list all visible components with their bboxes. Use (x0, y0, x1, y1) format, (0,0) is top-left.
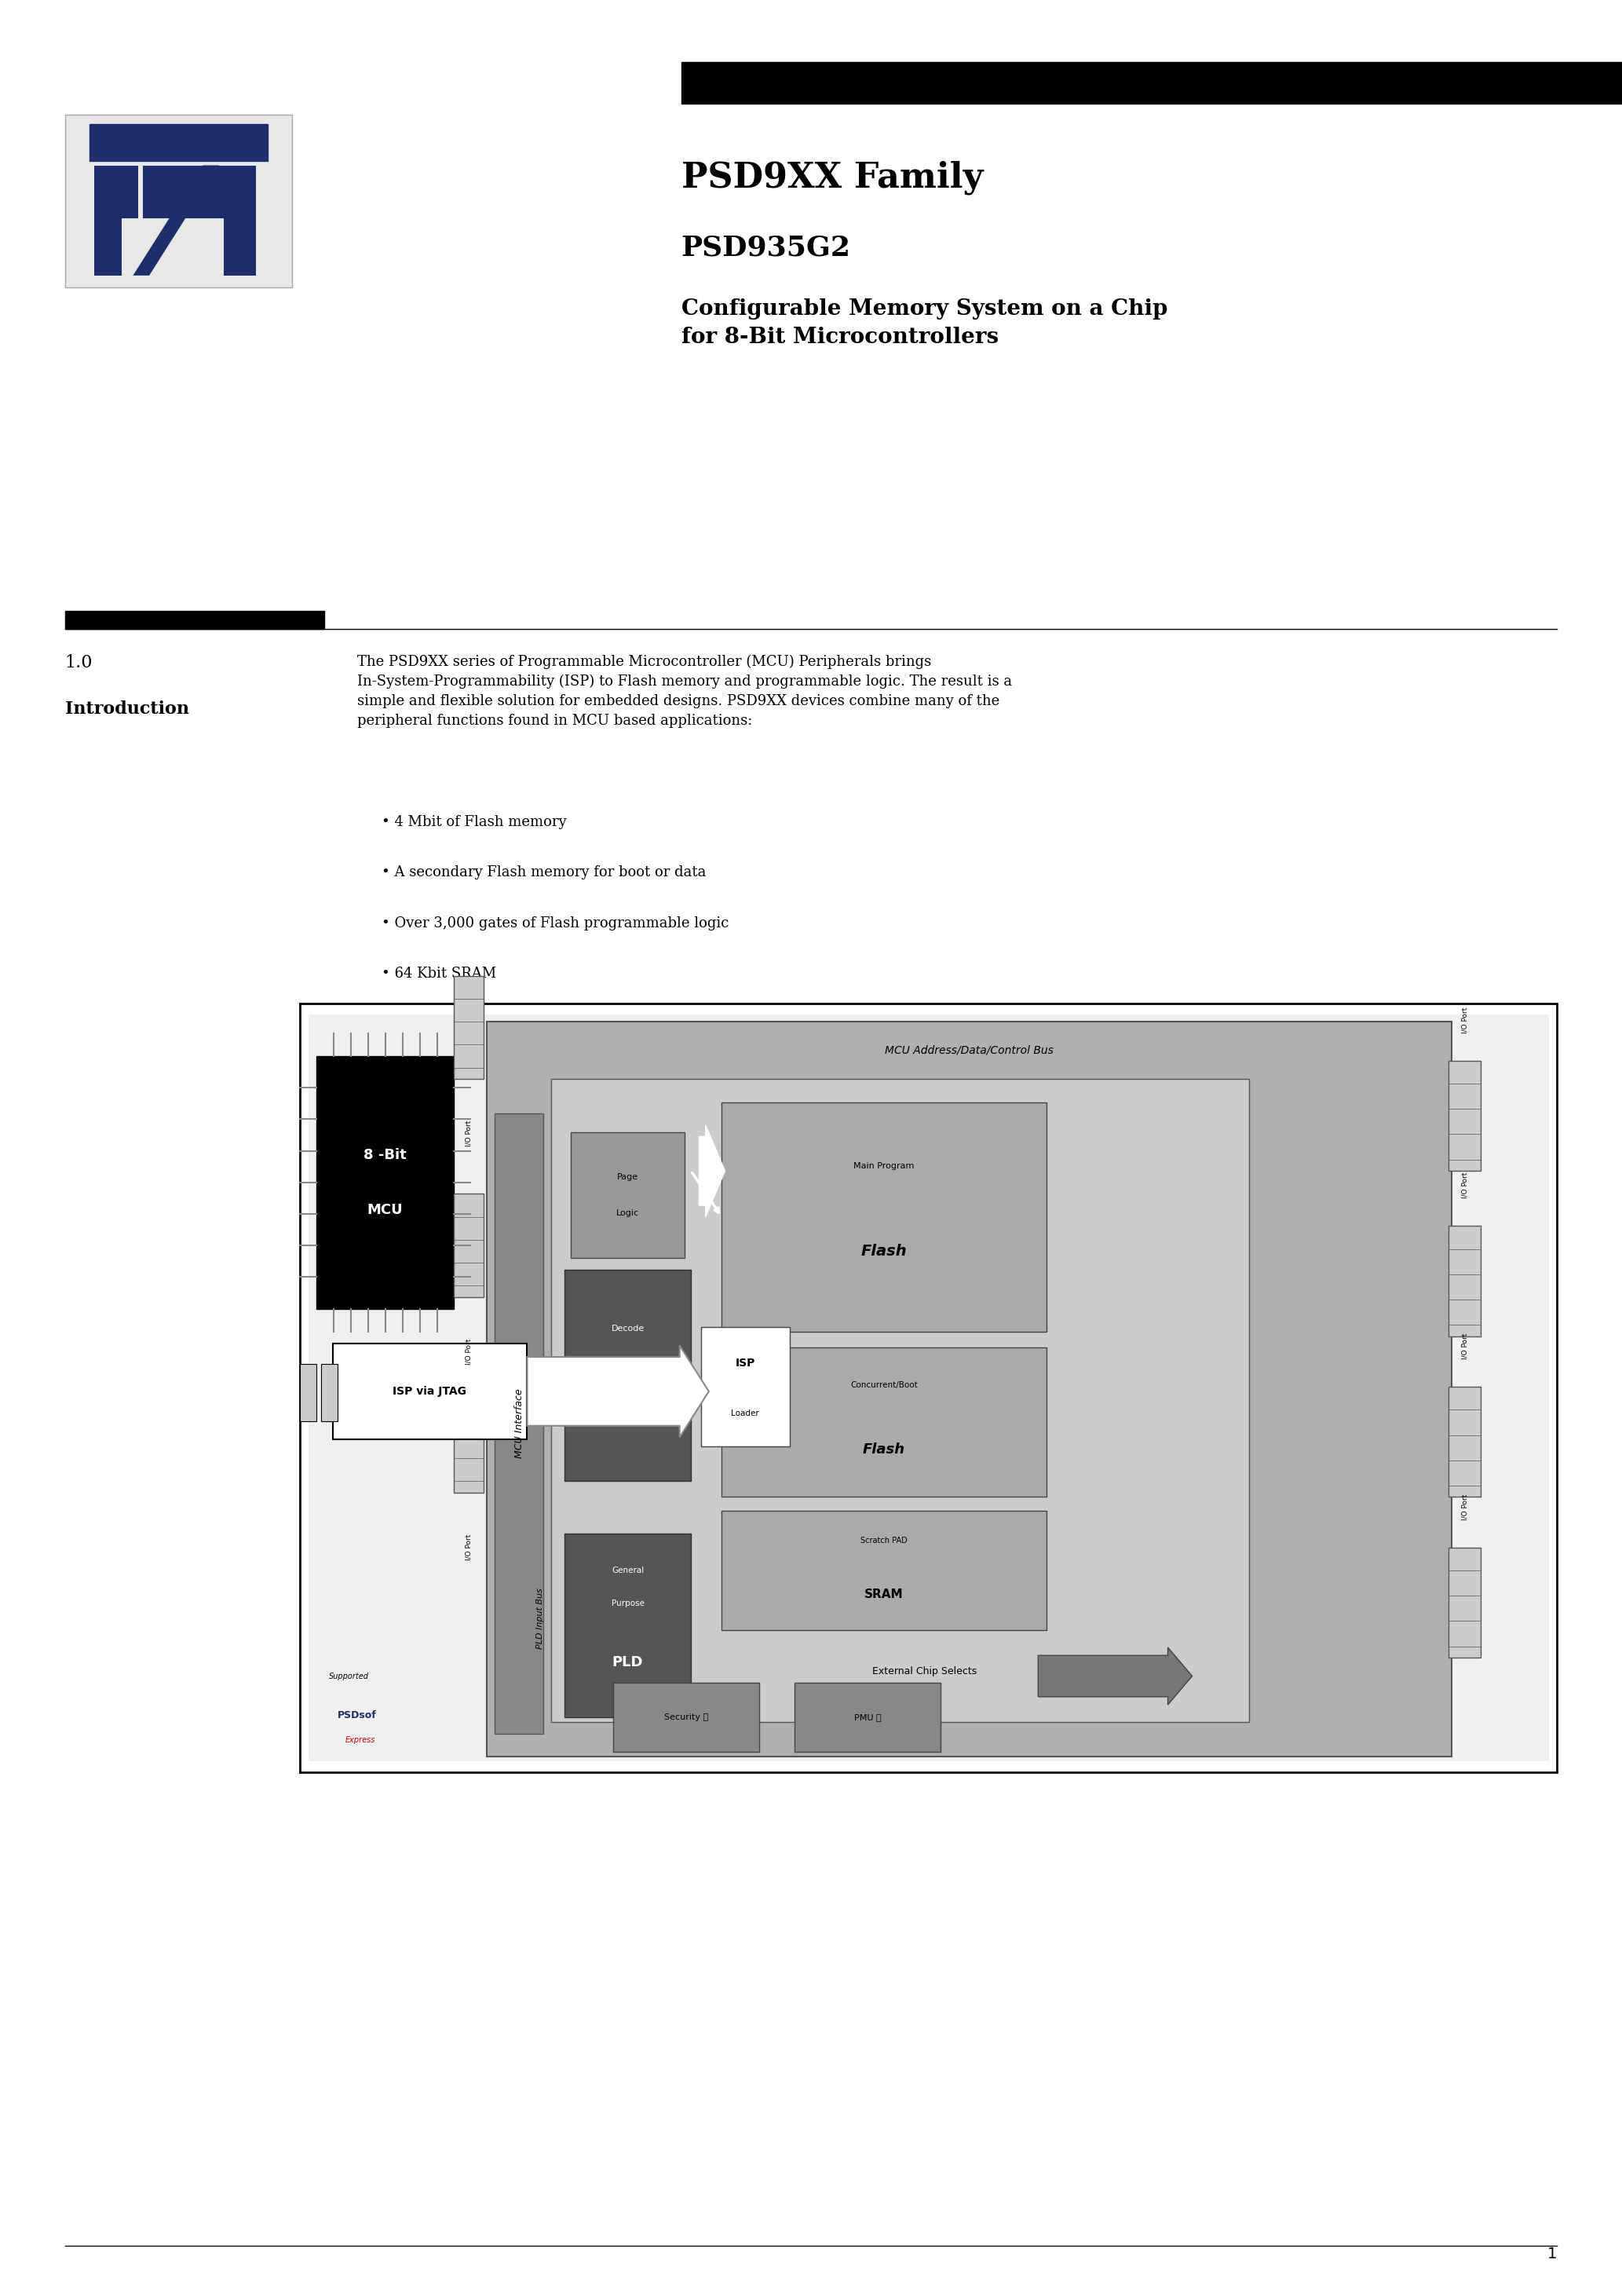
Text: PLD: PLD (611, 1405, 644, 1421)
Text: 1: 1 (1547, 2248, 1557, 2262)
Bar (551, 1079, 1249, 1722)
Text: • Reconfigurable I/O ports: • Reconfigurable I/O ports (381, 1017, 573, 1031)
Text: PLD: PLD (611, 1655, 644, 1669)
Text: Decode: Decode (611, 1325, 644, 1332)
Text: PSDsof: PSDsof (337, 1711, 376, 1720)
Bar (454, 976, 483, 1079)
Bar (701, 1327, 790, 1446)
Text: Flash: Flash (861, 1244, 907, 1258)
Text: Security 🔒: Security 🔒 (663, 1713, 709, 1722)
Bar (454, 1194, 483, 1297)
Text: Page: Page (616, 1173, 639, 1180)
Bar (1448, 1226, 1481, 1336)
Bar (487, 1022, 1452, 1756)
Text: • Over 3,000 gates of Flash programmable logic: • Over 3,000 gates of Flash programmable… (381, 916, 728, 930)
Polygon shape (94, 165, 138, 276)
Bar (722, 1348, 1046, 1497)
Polygon shape (133, 165, 219, 276)
FancyBboxPatch shape (333, 1343, 527, 1440)
Text: • Programmable power management.: • Programmable power management. (381, 1068, 652, 1081)
Text: I/O Port: I/O Port (466, 1339, 472, 1364)
Bar (564, 1270, 691, 1481)
Text: General: General (611, 1566, 644, 1575)
Bar (89, 124, 268, 161)
Text: ISP: ISP (735, 1357, 756, 1368)
Text: Concurrent/Boot: Concurrent/Boot (850, 1382, 918, 1389)
Bar (681, 62, 1622, 103)
Bar (564, 1534, 691, 1717)
Text: Configurable Memory System on a Chip
for 8-Bit Microcontrollers: Configurable Memory System on a Chip for… (681, 298, 1168, 347)
Text: I/O Port: I/O Port (1461, 1334, 1468, 1359)
FancyArrow shape (699, 1125, 725, 1217)
FancyBboxPatch shape (65, 115, 292, 287)
Text: MCU Address/Data/Control Bus: MCU Address/Data/Control Bus (884, 1045, 1054, 1056)
Bar (300, 1364, 316, 1421)
Text: 1.0: 1.0 (65, 654, 92, 673)
Text: SRAM: SRAM (865, 1589, 903, 1600)
Text: PSD935G2: PSD935G2 (681, 234, 852, 262)
Text: • 4 Mbit of Flash memory: • 4 Mbit of Flash memory (381, 815, 566, 829)
FancyArrow shape (1038, 1649, 1192, 1704)
Text: Introduction: Introduction (65, 700, 188, 719)
Bar (613, 1683, 759, 1752)
Text: Loader: Loader (732, 1410, 759, 1417)
Text: I/O Port: I/O Port (466, 1534, 472, 1559)
Text: • A secondary Flash memory for boot or data: • A secondary Flash memory for boot or d… (381, 866, 706, 879)
Text: I/O Port: I/O Port (1461, 1008, 1468, 1033)
Text: External Chip Selects: External Chip Selects (873, 1667, 976, 1676)
Text: Logic: Logic (616, 1210, 639, 1217)
Bar (1448, 1061, 1481, 1171)
Bar (795, 1683, 941, 1752)
Bar (495, 1114, 543, 1733)
Text: I/O Port: I/O Port (1461, 1495, 1468, 1520)
Bar (308, 1015, 1549, 1761)
Text: Main Program: Main Program (853, 1162, 915, 1171)
Text: MCU: MCU (367, 1203, 404, 1217)
Text: Scratch PAD: Scratch PAD (861, 1536, 907, 1545)
Text: Supported: Supported (329, 1671, 368, 1681)
Bar (1448, 1548, 1481, 1658)
Text: PLD Input Bus: PLD Input Bus (537, 1589, 543, 1649)
FancyBboxPatch shape (300, 1003, 1557, 1773)
Bar (1448, 1387, 1481, 1497)
Bar (316, 1056, 454, 1309)
Bar (722, 1102, 1046, 1332)
Text: Express: Express (345, 1736, 375, 1745)
Text: 8 -Bit: 8 -Bit (363, 1148, 407, 1162)
Text: MCU Interface: MCU Interface (514, 1389, 524, 1458)
Text: PMU 🔒: PMU 🔒 (855, 1713, 881, 1722)
Text: ISP via JTAG: ISP via JTAG (393, 1387, 467, 1396)
Bar (65, 611, 324, 629)
Bar (722, 1511, 1046, 1630)
Polygon shape (143, 165, 256, 276)
Bar (571, 1132, 684, 1258)
Text: Flash: Flash (863, 1442, 905, 1456)
Text: I/O Port: I/O Port (466, 1120, 472, 1146)
Text: Purpose: Purpose (611, 1600, 644, 1607)
Bar (454, 1389, 483, 1492)
Bar (321, 1364, 337, 1421)
Text: I/O Port: I/O Port (1461, 1173, 1468, 1199)
FancyArrow shape (527, 1345, 709, 1437)
Text: The PSD9XX series of Programmable Microcontroller (MCU) Peripherals brings
In-Sy: The PSD9XX series of Programmable Microc… (357, 654, 1012, 728)
Text: • 64 Kbit SRAM: • 64 Kbit SRAM (381, 967, 496, 980)
Text: PSD9XX Family: PSD9XX Family (681, 161, 983, 195)
